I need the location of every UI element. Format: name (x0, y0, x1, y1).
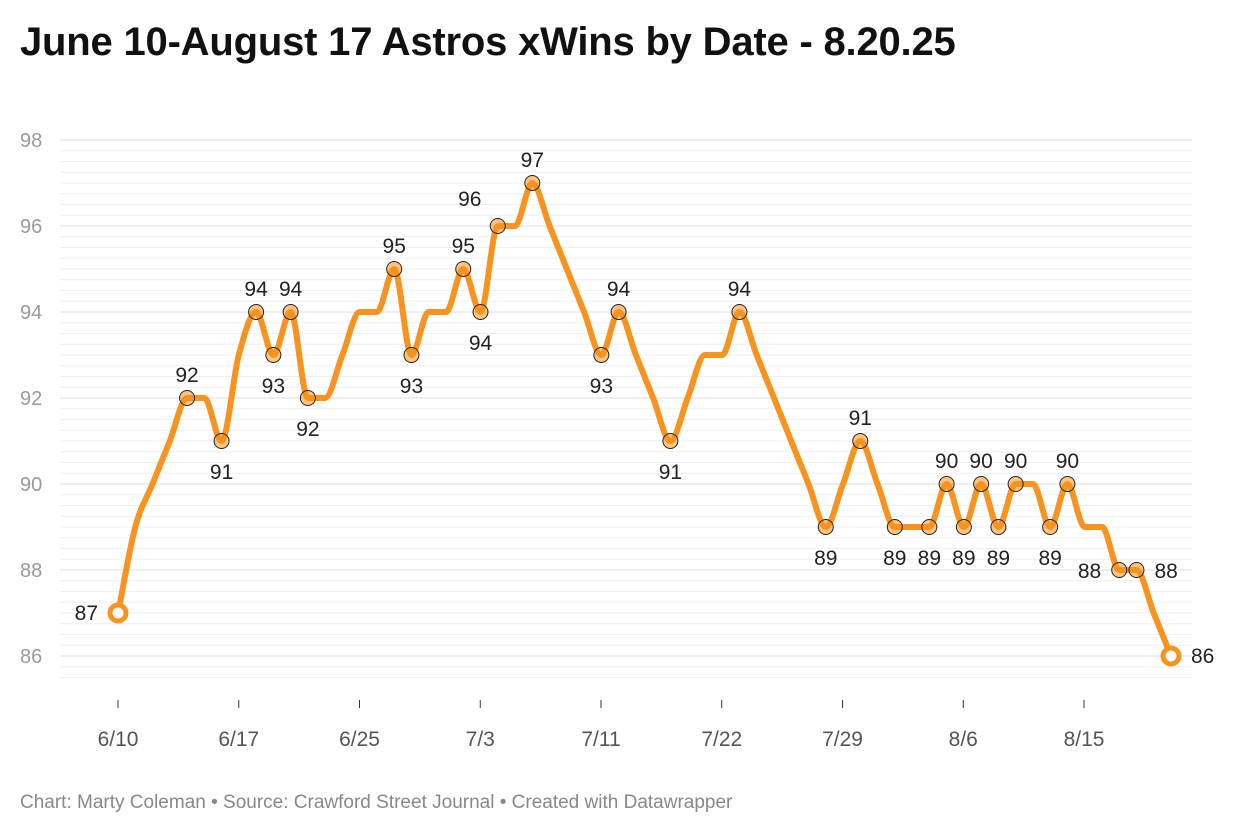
data-point-marker (455, 261, 472, 277)
data-point-marker (817, 519, 834, 535)
x-axis: 6/10 6/17 6/25 7/3 7/11 7/22 7/29 8/6 8/15 (98, 700, 1105, 751)
data-label: 89 (952, 547, 975, 570)
data-label: 94 (279, 278, 303, 301)
data-point-marker (731, 304, 748, 320)
data-point-marker (886, 519, 903, 535)
chart-credit: Chart: Marty Coleman • Source: Crawford … (20, 792, 733, 813)
x-tick-label: 6/25 (339, 728, 380, 751)
data-label: 94 (728, 278, 752, 301)
y-tick-label: 94 (20, 302, 42, 324)
x-tick-label: 6/17 (218, 728, 259, 751)
data-label: 95 (383, 235, 406, 258)
data-point-marker (921, 519, 938, 535)
y-tick-label: 90 (20, 474, 42, 496)
data-point-marker (265, 347, 282, 363)
x-tick-label: 7/22 (701, 728, 742, 751)
data-label: 88 (1078, 560, 1101, 583)
data-label: 90 (935, 450, 958, 473)
data-point-marker (489, 218, 506, 234)
x-tick-label: 7/11 (581, 728, 620, 751)
y-tick-label: 98 (20, 130, 42, 152)
data-label: 94 (469, 332, 493, 355)
data-point-marker (938, 476, 955, 492)
data-label: 93 (262, 375, 285, 398)
data-point-marker (610, 304, 627, 320)
data-label: 89 (918, 547, 941, 570)
data-label: 94 (244, 278, 268, 301)
data-point-marker (662, 433, 679, 449)
data-point-marker (248, 304, 265, 320)
data-label: 93 (590, 375, 613, 398)
data-label: 96 (458, 188, 481, 211)
data-label: 94 (607, 278, 631, 301)
data-point-marker (524, 175, 541, 191)
data-label: 91 (849, 407, 872, 430)
data-label: 88 (1154, 560, 1177, 583)
data-label: 89 (883, 547, 906, 570)
data-point-marker (1042, 519, 1059, 535)
data-markers (107, 175, 1182, 667)
x-tick-label: 8/6 (949, 728, 978, 751)
data-point-marker (1059, 476, 1076, 492)
data-point-marker (852, 433, 869, 449)
data-label: 90 (969, 450, 992, 473)
data-label: 92 (175, 364, 198, 387)
y-tick-label: 92 (20, 388, 42, 410)
data-point-marker (1111, 562, 1128, 578)
data-point-marker (403, 347, 420, 363)
data-label: 86 (1191, 645, 1214, 668)
data-point-marker (213, 433, 230, 449)
y-axis: 86 88 90 92 94 96 98 (20, 130, 42, 668)
data-labels: 87 92 91 94 93 94 92 95 93 95 94 96 97 93 94 91 94 89 91 89… (75, 149, 1215, 668)
data-label: 90 (1056, 450, 1079, 473)
data-label: 91 (659, 461, 682, 484)
x-tick-label: 7/29 (822, 728, 863, 751)
data-label: 95 (452, 235, 475, 258)
end-point-marker (107, 602, 129, 624)
data-point-marker (1007, 476, 1024, 492)
data-label: 87 (75, 602, 98, 625)
data-label: 89 (814, 547, 837, 570)
data-point-marker (179, 390, 196, 406)
data-label: 90 (1004, 450, 1027, 473)
x-tick-label: 8/15 (1064, 728, 1105, 751)
data-point-marker (472, 304, 489, 320)
data-point-marker (299, 390, 316, 406)
y-tick-label: 96 (20, 216, 42, 238)
data-label: 89 (987, 547, 1010, 570)
data-label: 97 (521, 149, 544, 172)
data-point-marker (386, 261, 403, 277)
x-tick-label: 6/10 (98, 728, 139, 751)
data-point-marker (282, 304, 299, 320)
data-label: 91 (210, 461, 233, 484)
y-tick-label: 88 (20, 560, 42, 582)
data-point-marker (593, 347, 610, 363)
end-point-marker (1160, 645, 1182, 667)
data-point-marker (990, 519, 1007, 535)
chart-title: June 10-August 17 Astros xWins by Date -… (20, 20, 956, 64)
data-point-marker (973, 476, 990, 492)
data-point-marker (1128, 562, 1145, 578)
x-tick-label: 7/3 (466, 728, 495, 751)
data-point-marker (955, 519, 972, 535)
y-tick-label: 86 (20, 646, 42, 668)
data-label: 92 (296, 418, 319, 441)
data-label: 93 (400, 375, 423, 398)
data-label: 89 (1038, 547, 1061, 570)
